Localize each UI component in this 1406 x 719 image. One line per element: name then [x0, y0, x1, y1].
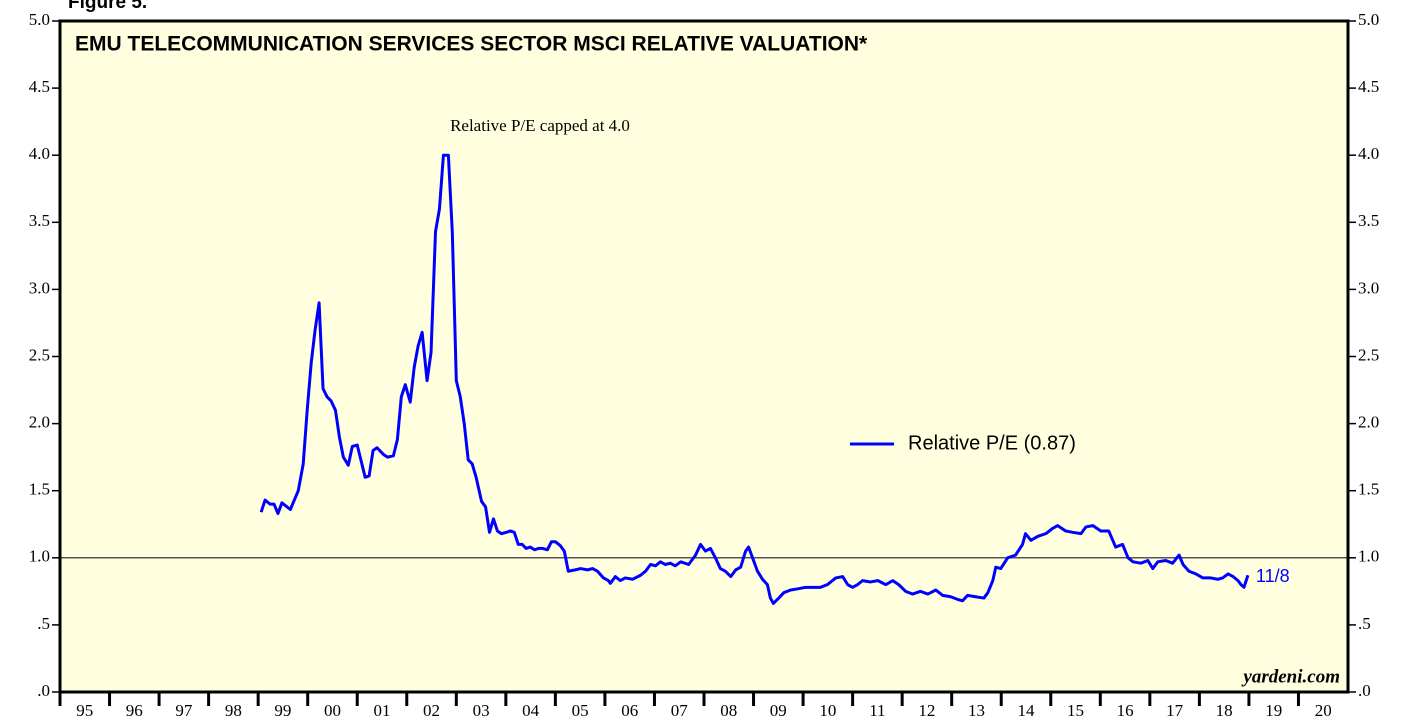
- x-tick-label: 15: [1067, 701, 1084, 719]
- y-tick-label: 3.0: [29, 278, 50, 297]
- y-tick-label: 5.0: [29, 10, 50, 29]
- x-tick-label: 98: [225, 701, 242, 719]
- y2-tick-label: 5.0: [1358, 10, 1379, 29]
- x-tick-label: 03: [473, 701, 490, 719]
- y2-tick-label: 1.5: [1358, 480, 1379, 499]
- y-tick-label: .5: [37, 614, 50, 633]
- data-line: [259, 153, 1250, 605]
- plot-border: [58, 19, 1350, 694]
- y2-tick-label: .0: [1358, 681, 1371, 700]
- x-tick-label: 02: [423, 701, 440, 719]
- y2-tick-label: 2.0: [1358, 413, 1379, 432]
- source: yardeni.com: [1241, 666, 1340, 687]
- x-tick-label: 20: [1315, 701, 1332, 719]
- y2-tick-label: .5: [1358, 614, 1371, 633]
- x-tick-label: 11: [869, 701, 885, 719]
- y-tick-label: 2.5: [29, 345, 50, 364]
- x-tick-label: 19: [1265, 701, 1282, 719]
- y-tick-label: 3.5: [29, 211, 50, 230]
- x-tick-label: 95: [76, 701, 93, 719]
- x-tick-label: 97: [175, 701, 193, 719]
- annotation: Relative P/E capped at 4.0: [450, 116, 630, 135]
- y2-tick-label: 4.5: [1358, 77, 1379, 96]
- x-tick-label: 04: [522, 701, 540, 719]
- y2-tick-label: 3.0: [1358, 278, 1379, 297]
- x-tick-label: 12: [918, 701, 935, 719]
- x-tick-label: 08: [720, 701, 737, 719]
- x-tick-label: 18: [1216, 701, 1233, 719]
- x-tick-label: 99: [274, 701, 291, 719]
- chart-title: EMU TELECOMMUNICATION SERVICES SECTOR MS…: [75, 33, 868, 56]
- y-tick-label: .0: [37, 681, 50, 700]
- y2-tick-label: 3.5: [1358, 211, 1379, 230]
- x-tick-label: 14: [1018, 701, 1036, 719]
- x-tick-label: 07: [671, 701, 689, 719]
- x-tick-label: 13: [968, 701, 985, 719]
- plot-area: [60, 21, 1348, 692]
- y-tick-label: 1.0: [29, 547, 50, 566]
- x-tick-label: 16: [1117, 701, 1134, 719]
- y2-tick-label: 4.0: [1358, 144, 1379, 163]
- legend-label: Relative P/E (0.87): [908, 432, 1076, 454]
- figure-label: Figure 5.: [68, 0, 147, 13]
- x-tick-label: 06: [621, 701, 638, 719]
- y-tick-label: 4.0: [29, 144, 50, 163]
- x-tick-label: 09: [770, 701, 787, 719]
- x-tick-label: 96: [126, 701, 143, 719]
- y2-tick-label: 1.0: [1358, 547, 1379, 566]
- y-tick-label: 4.5: [29, 77, 50, 96]
- x-tick-label: 00: [324, 701, 341, 719]
- x-tick-label: 10: [819, 701, 836, 719]
- x-tick-label: 01: [374, 701, 391, 719]
- x-tick-label: 05: [572, 701, 589, 719]
- y-tick-label: 2.0: [29, 413, 50, 432]
- y-tick-label: 1.5: [29, 480, 50, 499]
- y2-tick-label: 2.5: [1358, 345, 1379, 364]
- x-tick-label: 17: [1166, 701, 1184, 719]
- end-label: 11/8: [1256, 566, 1290, 586]
